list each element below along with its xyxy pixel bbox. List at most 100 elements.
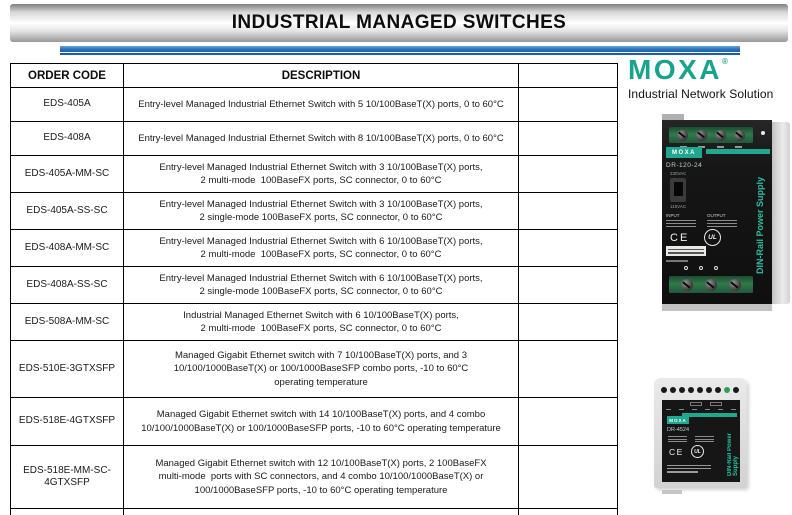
blank-cell <box>518 397 618 446</box>
teal-stripe <box>682 413 737 417</box>
table-row: EDS-405A-MM-SC Entry-level Managed Indus… <box>10 155 618 193</box>
blank-cell <box>518 229 618 267</box>
switch-knob <box>673 182 683 196</box>
order-code-cell: EDS-405A-SS-SC <box>10 192 124 230</box>
order-code-cell <box>10 508 124 515</box>
blank-cell <box>518 155 618 193</box>
description-cell: Industrial Managed Ethernet Switch with … <box>123 303 519 341</box>
description-cell: Managed Gigabit Ethernet switch with 7 1… <box>123 340 519 398</box>
blank-cell <box>518 121 618 156</box>
table-row: EDS-510E-3GTXSFP Managed Gigabit Etherne… <box>10 340 618 398</box>
din-rail-clip <box>662 490 682 494</box>
page-title-bar: INDUSTRIAL MANAGED SWITCHES <box>10 4 788 42</box>
vent-hole <box>733 387 739 393</box>
device-base <box>662 304 772 311</box>
description-cell: Managed Gigabit Ethernet switch with 14 … <box>123 397 519 446</box>
moxa-wordmark-row: MOXA ® <box>628 56 788 84</box>
order-code-cell: EDS-408A-MM-SC <box>10 229 124 267</box>
description-cell: Entry-level Managed Industrial Ethernet … <box>123 266 519 304</box>
blue-divider-line <box>60 53 740 55</box>
connector-outline <box>710 402 722 406</box>
blank-cell <box>518 508 618 515</box>
terminal-screw <box>734 129 745 141</box>
order-code-cell: EDS-408A-SS-SC <box>10 266 124 304</box>
table-row-partial <box>10 508 618 515</box>
voltage-selector-switch <box>670 178 686 202</box>
made-in-label <box>666 260 688 262</box>
vent-hole <box>697 387 703 393</box>
input-spec-column: INPUT <box>666 213 699 229</box>
registered-mark: ® <box>722 57 728 66</box>
din-rail-power-supply-label: DIN-Rail Power Supply <box>727 432 739 476</box>
blank-cell <box>518 445 618 509</box>
terminal-screw <box>681 278 693 291</box>
description-cell <box>123 508 519 515</box>
col-header-blank <box>518 63 618 88</box>
device-body: MOXA DR-4524 DIN-Rail Power Supply CE UL <box>654 378 747 494</box>
order-code-cell: EDS-508A-MM-SC <box>10 303 124 341</box>
input-label: INPUT <box>666 213 680 218</box>
device-brand-label: MOXA <box>666 147 702 158</box>
blank-cell <box>518 87 618 122</box>
device-side-flange <box>772 122 790 304</box>
blank-cell <box>518 340 618 398</box>
vent-hole <box>679 387 685 393</box>
spec-column <box>668 435 689 443</box>
order-code-cell: EDS-518E-MM-SC-4GTXSFP <box>10 445 124 509</box>
ground-symbols <box>684 266 718 270</box>
page-title: INDUSTRIAL MANAGED SWITCHES <box>231 12 567 33</box>
connector-outline <box>690 402 702 406</box>
order-code-cell: EDS-408A <box>10 121 124 156</box>
blue-divider <box>60 46 740 55</box>
vent-hole-row <box>661 387 739 393</box>
device-body: MOXA DR-120-24 DIN-Rail Power Supply 230… <box>662 120 772 304</box>
terminal-screw <box>677 129 688 141</box>
description-cell: Entry-level Managed Industrial Ethernet … <box>123 87 519 122</box>
product-photo-dr-4524: MOXA DR-4524 DIN-Rail Power Supply CE UL <box>654 376 764 500</box>
switch-table: ORDER CODE DESCRIPTION EDS-405A Entry-le… <box>10 63 618 515</box>
vent-hole <box>670 387 676 393</box>
table-row: EDS-508A-MM-SC Industrial Managed Ethern… <box>10 303 618 341</box>
order-code-cell: EDS-510E-3GTXSFP <box>10 340 124 398</box>
vent-hole <box>706 387 712 393</box>
terminal-labels <box>666 409 736 411</box>
voltage-low-label: 115VAC <box>670 204 687 209</box>
device-model-label: DR-4524 <box>667 427 690 433</box>
table-row: EDS-408A Entry-level Managed Industrial … <box>10 121 618 156</box>
terminal-block-bottom <box>669 276 753 293</box>
terminal-screw <box>715 129 726 141</box>
dc-ok-led <box>761 131 765 135</box>
table-row: EDS-405A-SS-SC Entry-level Managed Indus… <box>10 192 618 230</box>
description-cell: Entry-level Managed Industrial Ethernet … <box>123 192 519 230</box>
blue-divider-gap <box>60 52 740 53</box>
terminal-screw <box>705 278 717 291</box>
vent-hole <box>715 387 721 393</box>
din-rail-power-supply-label: DIN-Rail Power Supply <box>755 176 765 274</box>
table-row: EDS-518E-4GTXSFP Managed Gigabit Etherne… <box>10 397 618 446</box>
blank-cell <box>518 192 618 230</box>
table-row: EDS-408A-SS-SC Entry-level Managed Indus… <box>10 266 618 304</box>
vent-hole <box>661 387 667 393</box>
caution-text-block <box>667 463 711 475</box>
blue-divider-bar <box>60 46 740 52</box>
teal-stripe <box>706 149 770 154</box>
output-spec-column: OUTPUT <box>707 213 740 229</box>
spec-text-block <box>668 435 716 443</box>
spec-text-block: INPUT OUTPUT <box>666 213 740 229</box>
device-front-panel: MOXA DR-4524 DIN-Rail Power Supply CE UL <box>662 400 740 482</box>
ce-mark: CE <box>669 447 684 457</box>
table-header-row: ORDER CODE DESCRIPTION <box>10 63 618 88</box>
moxa-wordmark: MOXA <box>628 54 722 85</box>
terminal-screw <box>729 278 741 291</box>
order-code-cell: EDS-518E-4GTXSFP <box>10 397 124 446</box>
ce-mark: CE <box>670 232 690 244</box>
device-brand-label: MOXA <box>667 416 689 424</box>
terminal-screw <box>696 129 707 141</box>
rating-label <box>666 246 706 256</box>
mount-tab <box>662 114 684 120</box>
table-row: EDS-518E-MM-SC-4GTXSFP Managed Gigabit E… <box>10 445 618 509</box>
ul-mark: UL <box>704 229 721 246</box>
description-cell: Entry-level Managed Industrial Ethernet … <box>123 155 519 193</box>
col-header-order-code: ORDER CODE <box>10 63 124 88</box>
output-label: OUTPUT <box>707 213 726 218</box>
